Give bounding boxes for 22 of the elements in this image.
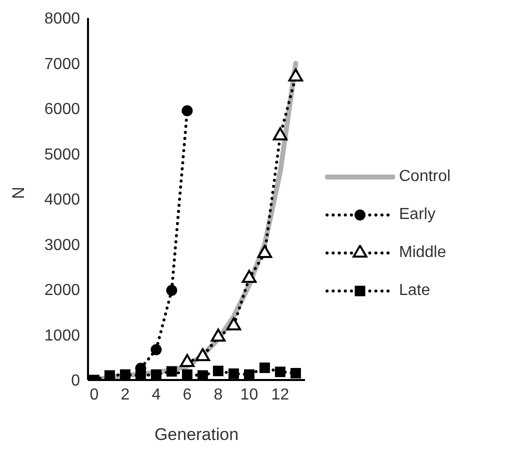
legend-label: Control — [399, 168, 451, 186]
y-axis-title: N — [9, 186, 28, 199]
y-tick-label: 2000 — [44, 282, 80, 300]
x-tick-label: 12 — [271, 386, 290, 404]
y-tick-label: 5000 — [44, 146, 80, 164]
y-tick-label: 0 — [71, 372, 80, 390]
legend-label: Late — [399, 282, 430, 300]
y-tick-label: 3000 — [44, 236, 80, 254]
x-tick-label: 8 — [214, 386, 223, 404]
x-tick-label: 0 — [90, 386, 99, 404]
y-tick-label: 8000 — [44, 10, 80, 28]
y-tick-label: 4000 — [44, 192, 80, 209]
x-tick-label: 4 — [152, 386, 161, 404]
y-tick-label: 1000 — [44, 327, 80, 344]
legend-label: Middle — [399, 244, 446, 262]
y-tick-label: 6000 — [44, 101, 80, 118]
legend-label: Early — [399, 206, 436, 224]
x-tick-label: 6 — [182, 386, 192, 404]
y-tick-label: 7000 — [44, 56, 80, 73]
x-tick-label: 10 — [240, 386, 258, 404]
x-tick-label: 2 — [120, 386, 130, 404]
x-axis-title: Generation — [154, 425, 239, 444]
